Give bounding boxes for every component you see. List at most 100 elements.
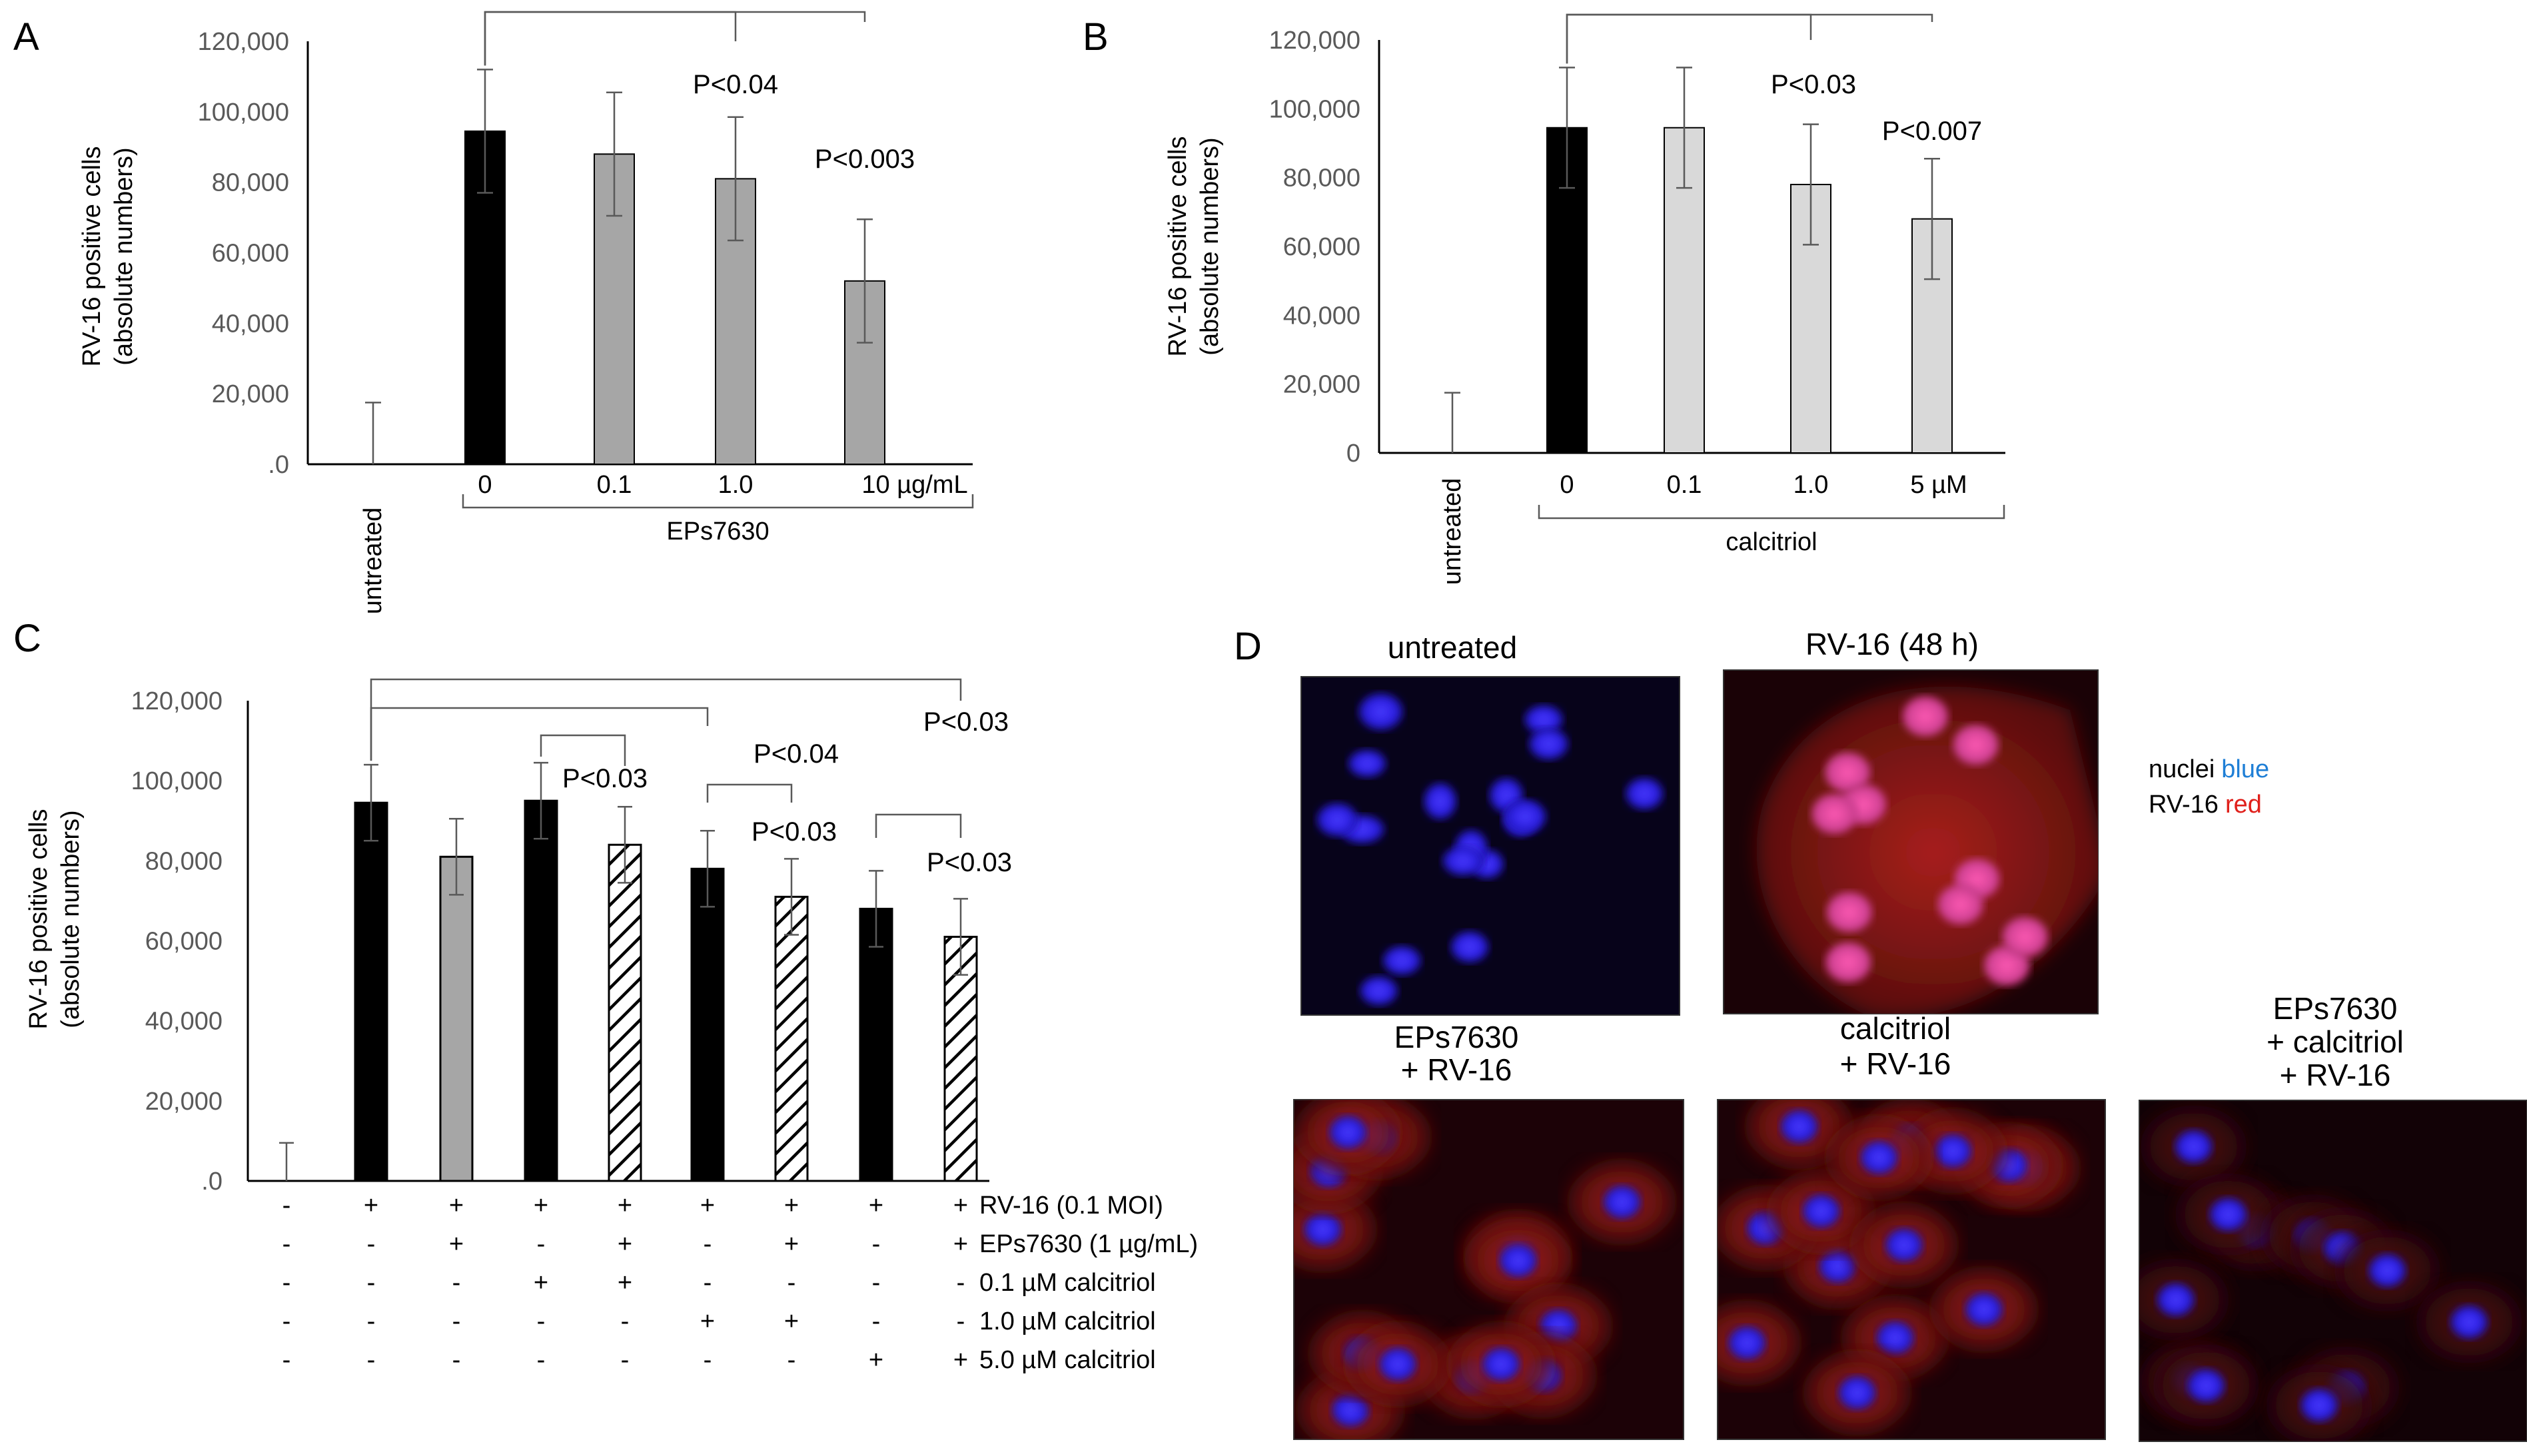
y-axis-label: (absolute numbers) bbox=[57, 810, 85, 1028]
condition-mark: - bbox=[621, 1307, 630, 1335]
nucleus bbox=[1826, 892, 1872, 932]
y-tick-label: 40,000 bbox=[145, 1008, 223, 1036]
significance-bracket bbox=[540, 734, 626, 766]
nucleus bbox=[1934, 1134, 1972, 1168]
micrograph-content bbox=[1756, 686, 2098, 1014]
panel-letter-d: D bbox=[1234, 625, 1262, 668]
bar bbox=[524, 799, 558, 1182]
nucleus bbox=[1965, 1292, 2003, 1326]
legend-red-word: red bbox=[2225, 791, 2262, 819]
nucleus bbox=[1876, 1321, 1914, 1355]
condition-mark: - bbox=[282, 1307, 291, 1335]
micrograph-eps-calcitriol-rv16 bbox=[2139, 1100, 2527, 1442]
condition-mark: - bbox=[787, 1269, 796, 1297]
condition-label: RV-16 (0.1 MOI) bbox=[979, 1192, 1163, 1220]
significance-bracket bbox=[484, 11, 866, 66]
condition-mark: - bbox=[704, 1230, 712, 1258]
condition-label: 5.0 µM calcitriol bbox=[979, 1346, 1156, 1374]
nucleus bbox=[1332, 1393, 1370, 1427]
nucleus bbox=[1316, 803, 1358, 837]
x-tick-label: 5 µM bbox=[1910, 471, 1967, 499]
condition-label: EPs7630 (1 µg/mL) bbox=[979, 1230, 1198, 1258]
nucleus bbox=[1625, 777, 1664, 810]
x-tick-label: 0 bbox=[1560, 471, 1574, 499]
x-tick-label: untreated bbox=[1438, 478, 1466, 585]
group-label: EPs7630 bbox=[666, 518, 769, 546]
condition-mark: + bbox=[618, 1192, 632, 1220]
nucleus bbox=[1728, 1326, 1766, 1360]
significance-bracket bbox=[1566, 13, 1812, 64]
nucleus bbox=[1423, 783, 1457, 820]
y-tick-label: 100,000 bbox=[1269, 95, 1360, 123]
condition-mark: - bbox=[537, 1307, 546, 1335]
nucleus bbox=[2300, 1388, 2338, 1422]
bar bbox=[774, 895, 809, 1182]
p-value-label: P<0.04 bbox=[693, 70, 778, 99]
y-tick-label: 120,000 bbox=[198, 28, 289, 56]
micrograph-calcitriol-rv16 bbox=[1717, 1099, 2106, 1440]
panel-letter-c: C bbox=[13, 617, 41, 660]
micro-title-eps-line1: EPs7630 bbox=[1394, 1020, 1519, 1054]
condition-mark: - bbox=[957, 1307, 965, 1335]
y-axis-label: RV-16 positive cells bbox=[1164, 137, 1192, 357]
condition-mark: + bbox=[618, 1230, 632, 1258]
condition-mark: + bbox=[953, 1192, 968, 1220]
y-tick-label: 20,000 bbox=[1283, 371, 1360, 399]
condition-mark: - bbox=[282, 1269, 291, 1297]
x-tick-label: 0.1 bbox=[1667, 471, 1702, 499]
bar bbox=[690, 867, 725, 1182]
p-value-label: P<0.03 bbox=[562, 764, 648, 793]
micro-title-untreated: untreated bbox=[1388, 630, 1517, 665]
condition-mark: - bbox=[367, 1307, 376, 1335]
p-value-label: P<0.03 bbox=[1771, 70, 1856, 99]
y-tick-label: 80,000 bbox=[212, 169, 289, 197]
y-tick-label: 100,000 bbox=[131, 767, 223, 795]
p-value-label: P<0.03 bbox=[752, 817, 837, 847]
nucleus bbox=[1528, 727, 1568, 760]
micrograph-untreated bbox=[1300, 676, 1680, 1016]
micro-title-rv16: RV-16 (48 h) bbox=[1805, 627, 1979, 661]
y-tick-label: 80,000 bbox=[145, 847, 223, 875]
nucleus bbox=[1811, 793, 1857, 834]
condition-mark: + bbox=[784, 1307, 799, 1335]
x-tick-label: untreated bbox=[359, 508, 387, 615]
legend-blue-word: blue bbox=[2221, 755, 2269, 783]
nucleus bbox=[1780, 1110, 1818, 1144]
micro-title-calc-line2: + RV-16 bbox=[1840, 1046, 1951, 1081]
p-value-label: P<0.03 bbox=[923, 707, 1009, 737]
nucleus bbox=[1524, 705, 1563, 735]
nucleus bbox=[1360, 976, 1398, 1006]
p-value-label: P<0.007 bbox=[1882, 117, 1982, 146]
condition-mark: - bbox=[452, 1269, 461, 1297]
nucleus bbox=[2450, 1305, 2488, 1339]
micrograph-content bbox=[1718, 1100, 2080, 1435]
condition-mark: - bbox=[704, 1269, 712, 1297]
condition-mark: - bbox=[367, 1269, 376, 1297]
group-bracket bbox=[1538, 505, 2005, 520]
y-tick-label: .0 bbox=[268, 451, 289, 479]
micro-title-eps-line2: + RV-16 bbox=[1401, 1052, 1512, 1087]
nucleus bbox=[1499, 1244, 1537, 1277]
y-tick-label: 60,000 bbox=[145, 928, 223, 956]
condition-mark: - bbox=[367, 1346, 376, 1374]
p-value-label: P<0.04 bbox=[754, 739, 839, 769]
y-tick-label: 20,000 bbox=[212, 380, 289, 408]
condition-mark: - bbox=[872, 1269, 881, 1297]
condition-mark: + bbox=[953, 1230, 968, 1258]
micrograph-eps-rv16 bbox=[1293, 1099, 1684, 1440]
condition-mark: + bbox=[449, 1192, 464, 1220]
y-axis-label: RV-16 positive cells bbox=[25, 809, 53, 1030]
y-tick-label: 120,000 bbox=[131, 687, 223, 715]
chart-a: .0 20,000 40,000 60,000 80,000 100,000 120,000… bbox=[78, 11, 974, 615]
condition-mark: + bbox=[784, 1230, 799, 1258]
x-tick-label: 10 µg/mL bbox=[861, 471, 967, 499]
significance-bracket bbox=[875, 813, 962, 838]
micro-title-combo-line3: + RV-16 bbox=[2280, 1058, 2391, 1092]
condition-mark: + bbox=[449, 1230, 464, 1258]
nucleus bbox=[1348, 749, 1386, 778]
nucleus bbox=[1504, 799, 1546, 834]
legend-nuclei-label: nuclei bbox=[2149, 755, 2215, 783]
chart-b: 0 20,000 40,000 60,000 80,000 100,000 120,000 R… bbox=[1164, 13, 2005, 585]
nucleus bbox=[1885, 1228, 1923, 1262]
